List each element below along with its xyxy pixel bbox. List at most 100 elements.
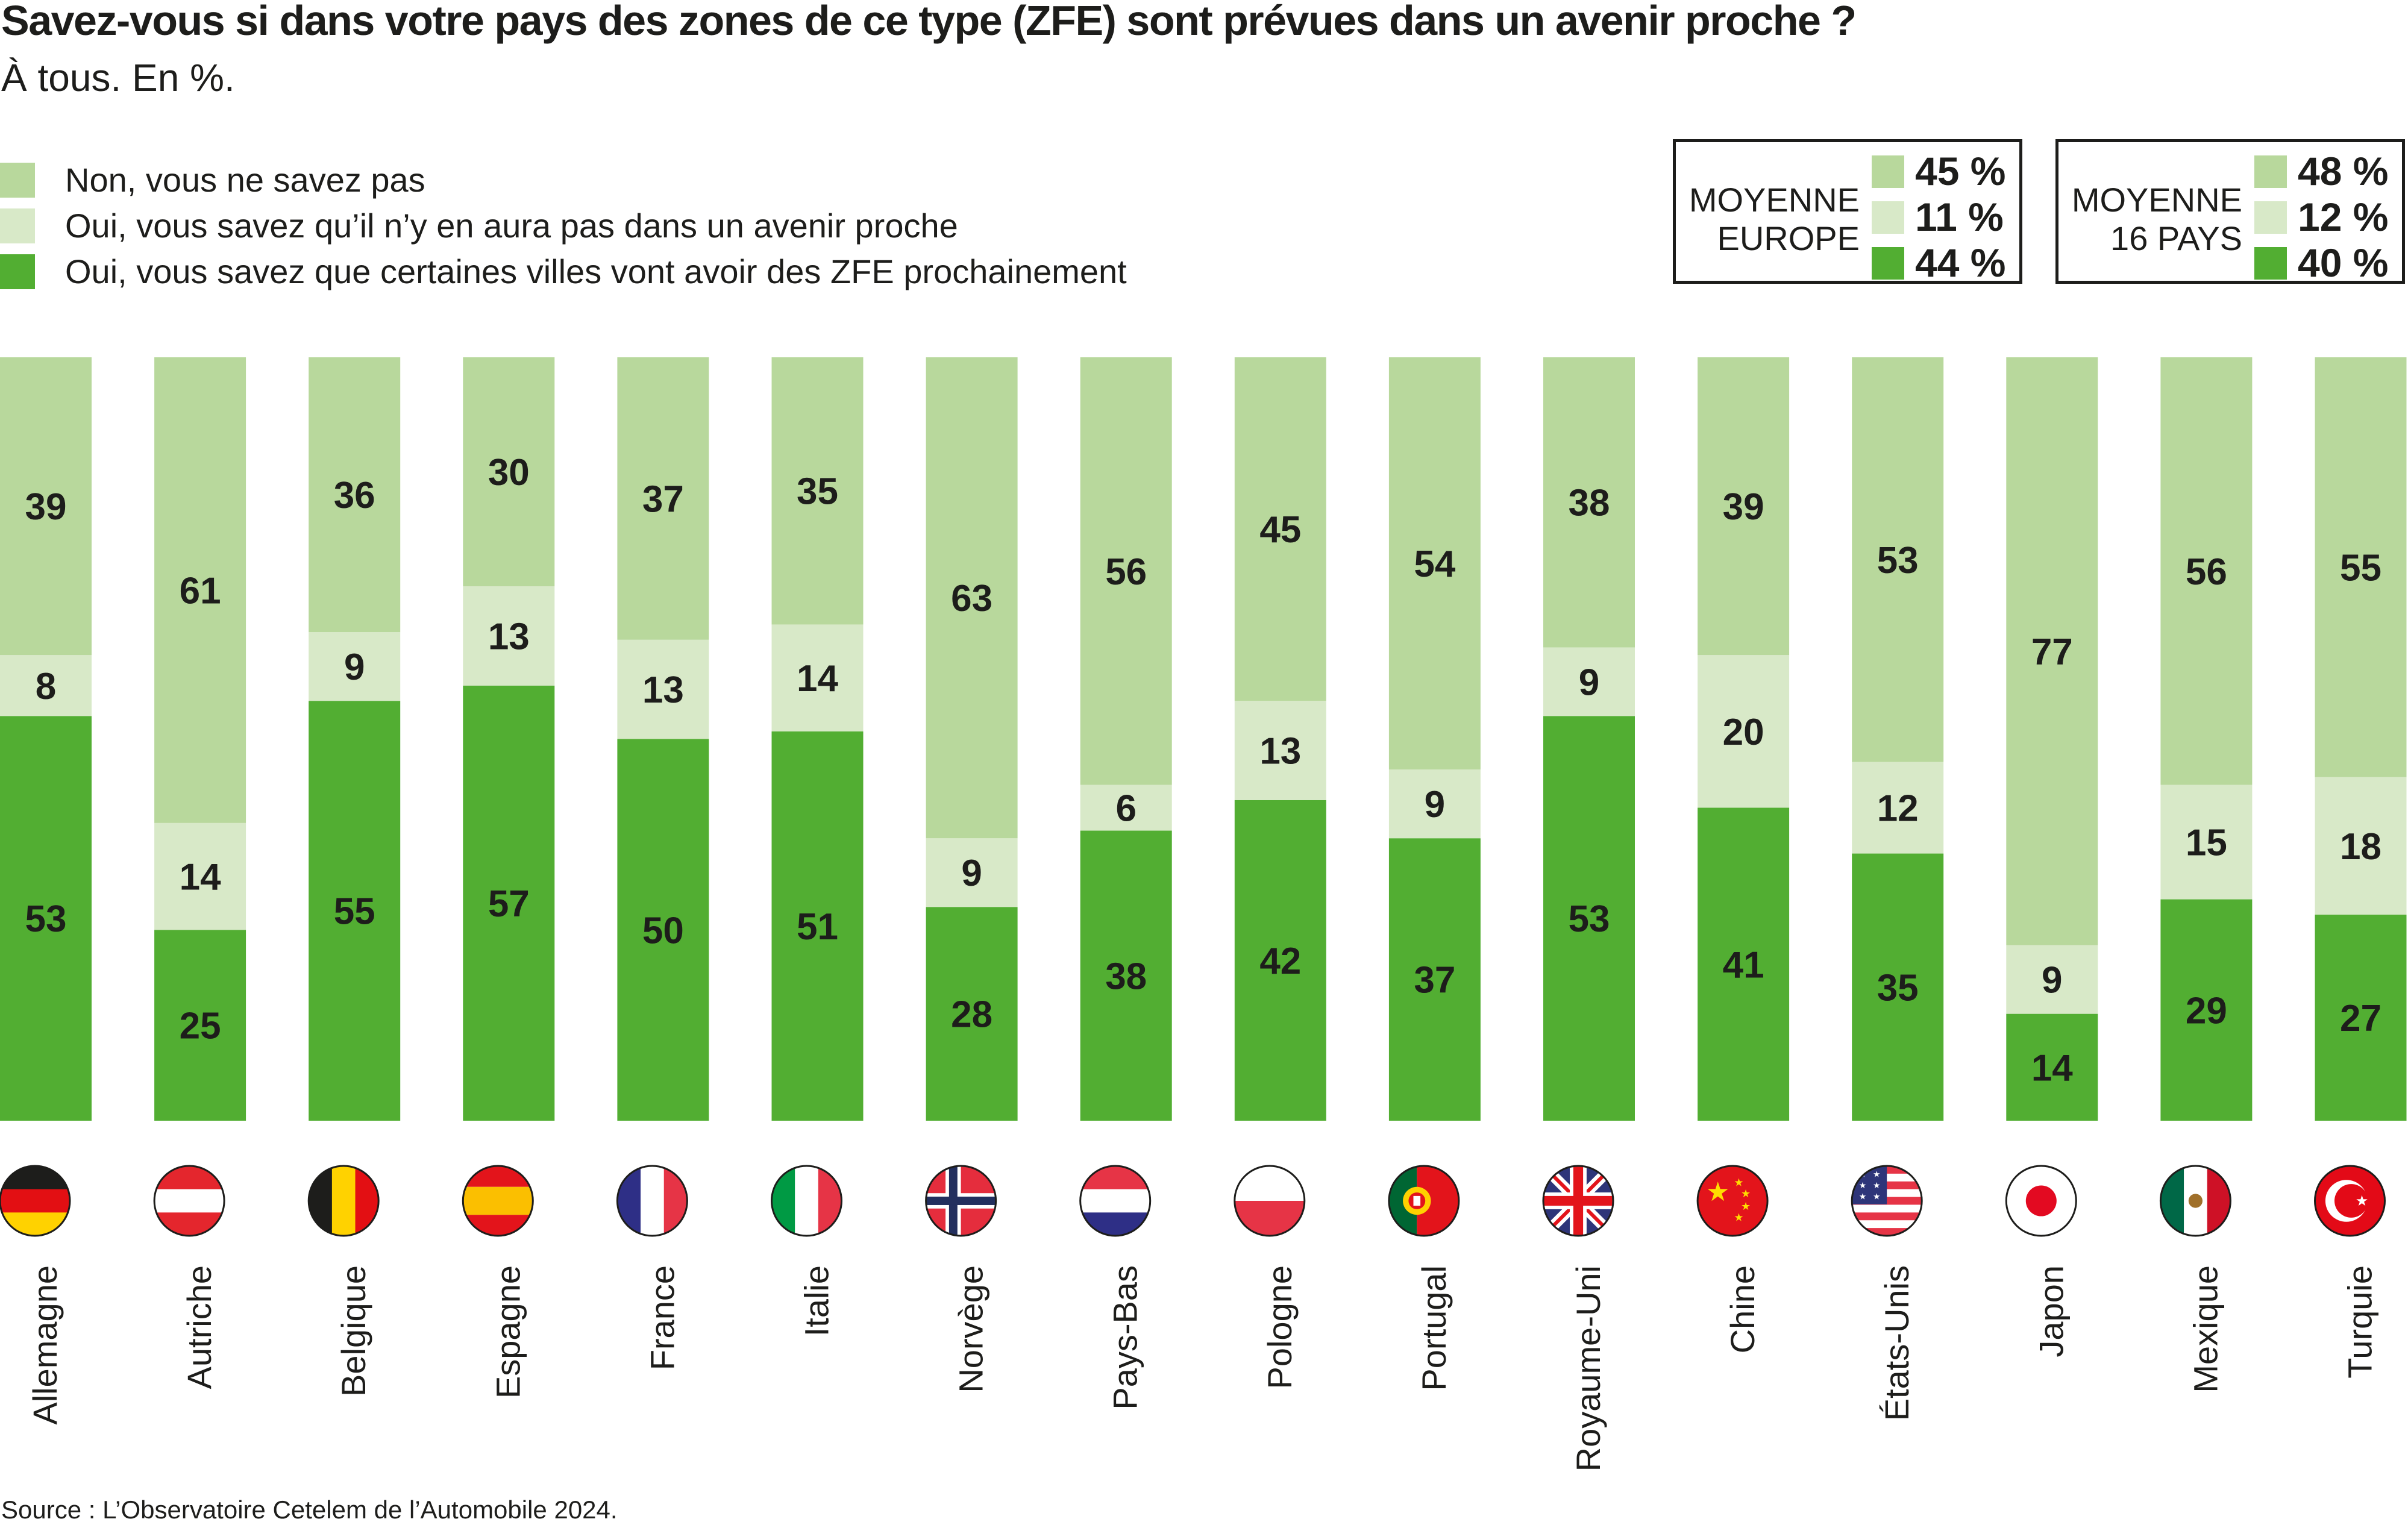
flag-stripe — [1543, 1195, 1613, 1206]
data-label: 18 — [2340, 826, 2381, 868]
data-label: 38 — [1105, 956, 1147, 997]
flag-outline — [307, 1165, 380, 1237]
bar-segment-non-savez-pas — [154, 357, 246, 823]
flag-united-kingdom-icon — [1543, 1166, 1613, 1236]
average-value: 40 % — [2298, 240, 2389, 285]
bar-group-norvege: 28 9 63 Norvège — [925, 357, 1018, 1393]
flag-stripe — [1234, 1166, 1305, 1201]
data-label: 8 — [36, 666, 56, 707]
data-label: 14 — [2031, 1047, 2073, 1089]
bar-segment-oui-zfe — [1698, 807, 1790, 1121]
bar-segment-non-savez-pas — [309, 357, 401, 633]
data-label: 29 — [2186, 990, 2227, 1032]
flag-stripe — [1852, 1166, 1887, 1204]
bar-group-japon: 14 9 77 Japon — [2005, 357, 2098, 1357]
data-label: 38 — [1569, 483, 1610, 524]
bar-group-autriche: 25 14 61 Autriche — [153, 357, 246, 1389]
flag-outline — [2005, 1165, 2077, 1237]
bar-segment-oui-pas-zfe — [2006, 945, 2098, 1014]
x-tick-label: Japon — [2032, 1265, 2070, 1357]
bar-segment-oui-zfe — [926, 907, 1018, 1121]
flag-stripe — [771, 1166, 795, 1236]
bar-group-pologne: 42 13 45 Pologne — [1234, 357, 1326, 1389]
bar-segment-non-savez-pas — [1543, 357, 1635, 648]
bar-segment-oui-pas-zfe — [1234, 701, 1326, 800]
data-label: 13 — [642, 669, 684, 711]
data-label: 6 — [1115, 788, 1136, 830]
data-label: 9 — [344, 647, 365, 688]
x-tick-label: Turquie — [2341, 1265, 2379, 1379]
bar-segment-oui-zfe — [2315, 914, 2407, 1121]
legend-swatch — [2254, 201, 2287, 234]
average-title-line: 16 PAYS — [2110, 219, 2242, 257]
data-label: 56 — [2186, 551, 2227, 593]
flag-star: ★ — [1741, 1200, 1751, 1213]
legend-swatch — [1872, 201, 1904, 234]
average-title-line: MOYENNE — [1688, 181, 1860, 219]
flag-stripe — [1852, 1228, 1922, 1236]
bar-group-mexique: 29 15 56 Mexique — [2159, 357, 2253, 1393]
data-label: 27 — [2340, 998, 2381, 1039]
bar-group-allemagne: 53 8 39 Allemagne — [0, 357, 92, 1425]
x-tick-label: Belgique — [334, 1265, 372, 1397]
data-label: 53 — [1569, 898, 1610, 940]
bar-segment-non-savez-pas — [617, 357, 709, 640]
bar-group-pays-bas: 38 6 56 Pays-Bas — [1079, 357, 1172, 1410]
bar-segment-non-savez-pas — [1080, 357, 1172, 785]
flag-star: ★ — [1734, 1212, 1743, 1224]
flag-outline — [1542, 1165, 1614, 1237]
flag-star: ★ — [1873, 1170, 1881, 1180]
bar-segment-oui-pas-zfe — [0, 655, 92, 716]
data-label: 53 — [25, 898, 67, 940]
flag-stripe — [1234, 1201, 1305, 1236]
x-tick-label: France — [643, 1265, 681, 1370]
bar-segment-oui-zfe — [617, 739, 709, 1121]
bar-segment-non-savez-pas — [1698, 357, 1790, 656]
flag-outline — [771, 1165, 842, 1237]
flag-star: ★ — [1859, 1192, 1867, 1202]
average-title-line: EUROPE — [1717, 219, 1860, 257]
bar-segment-oui-pas-zfe — [1543, 647, 1635, 716]
bar-segment-oui-zfe — [1234, 800, 1326, 1121]
data-label: 63 — [951, 578, 992, 619]
bar-segment-non-savez-pas — [1234, 357, 1326, 701]
average-value: 48 % — [2298, 149, 2389, 193]
bar-segment-non-savez-pas — [463, 357, 555, 587]
data-label: 37 — [642, 478, 684, 520]
data-label: 37 — [1414, 960, 1455, 1001]
average-16-countries-title: MOYENNE 16 PAYS — [2072, 181, 2242, 258]
flag-stripe — [154, 1212, 225, 1236]
bar-segment-oui-zfe — [463, 685, 555, 1121]
data-label: 54 — [1414, 543, 1455, 585]
flag-stripe — [0, 1212, 70, 1236]
legend-label: Oui, vous savez qu’il n’y en aura pas da… — [65, 207, 958, 245]
bar-segment-non-savez-pas — [1388, 357, 1481, 770]
flag-star: ★ — [1734, 1177, 1743, 1189]
flag-star: ★ — [1873, 1192, 1881, 1202]
flag-emblem — [1413, 1195, 1421, 1206]
data-label: 77 — [2031, 631, 2073, 673]
data-label: 39 — [25, 486, 67, 528]
bar-segment-oui-zfe — [0, 716, 92, 1121]
bar-group-belgique: 55 9 36 Belgique — [307, 357, 401, 1397]
data-label: 55 — [2340, 547, 2381, 589]
flag-outline — [1851, 1165, 1923, 1237]
flag-stripe — [355, 1166, 379, 1236]
bar-segment-oui-zfe — [1080, 830, 1172, 1121]
legend-label: Oui, vous savez que certaines villes von… — [65, 252, 1127, 290]
flag-stripe — [463, 1186, 533, 1215]
source-note: Source : L’Observatoire Cetelem de l’Aut… — [1, 1495, 618, 1524]
data-label: 9 — [1425, 784, 1445, 825]
flag-stripe — [309, 1166, 333, 1236]
legend-swatch — [1872, 155, 1904, 188]
bar-segment-oui-pas-zfe — [309, 632, 401, 701]
average-16-countries-box: MOYENNE 16 PAYS 48 % 12 % 40 % — [2055, 139, 2405, 285]
flag-outline — [2314, 1165, 2386, 1237]
bar-segment-oui-pas-zfe — [926, 838, 1018, 907]
bar-group-france: 50 13 37 France — [616, 357, 709, 1370]
flag-stripe — [926, 1197, 996, 1205]
legend-swatch — [0, 208, 35, 243]
bar-segment-oui-zfe — [1852, 853, 1944, 1121]
